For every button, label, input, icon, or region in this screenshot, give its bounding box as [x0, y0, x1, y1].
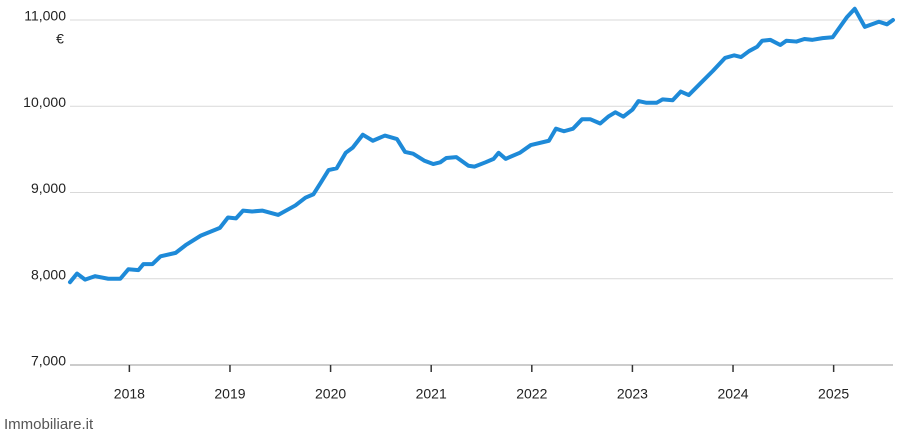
source: Immobiliare.it — [4, 416, 94, 433]
x-tick-label: 2025 — [818, 386, 849, 402]
x-tick-label: 2021 — [416, 386, 447, 402]
x-tick-label: 2020 — [315, 386, 346, 402]
x-tick-label: 2018 — [114, 386, 145, 402]
x-tick-label: 2019 — [214, 386, 245, 402]
y-tick-label: 11,000 — [24, 8, 66, 24]
x-tick-label: 2023 — [617, 386, 648, 402]
line — [68, 6, 895, 285]
x-tick-label: 2024 — [717, 386, 748, 402]
y-tick-label: 8,000 — [31, 266, 66, 282]
x-tick-label: 2022 — [516, 386, 547, 402]
y-tick-label: 9,000 — [31, 180, 66, 196]
y-tick-label: 10,000 — [23, 94, 66, 110]
y-tick-label: 7,000 — [31, 353, 66, 369]
y-unit: € — [56, 31, 64, 47]
